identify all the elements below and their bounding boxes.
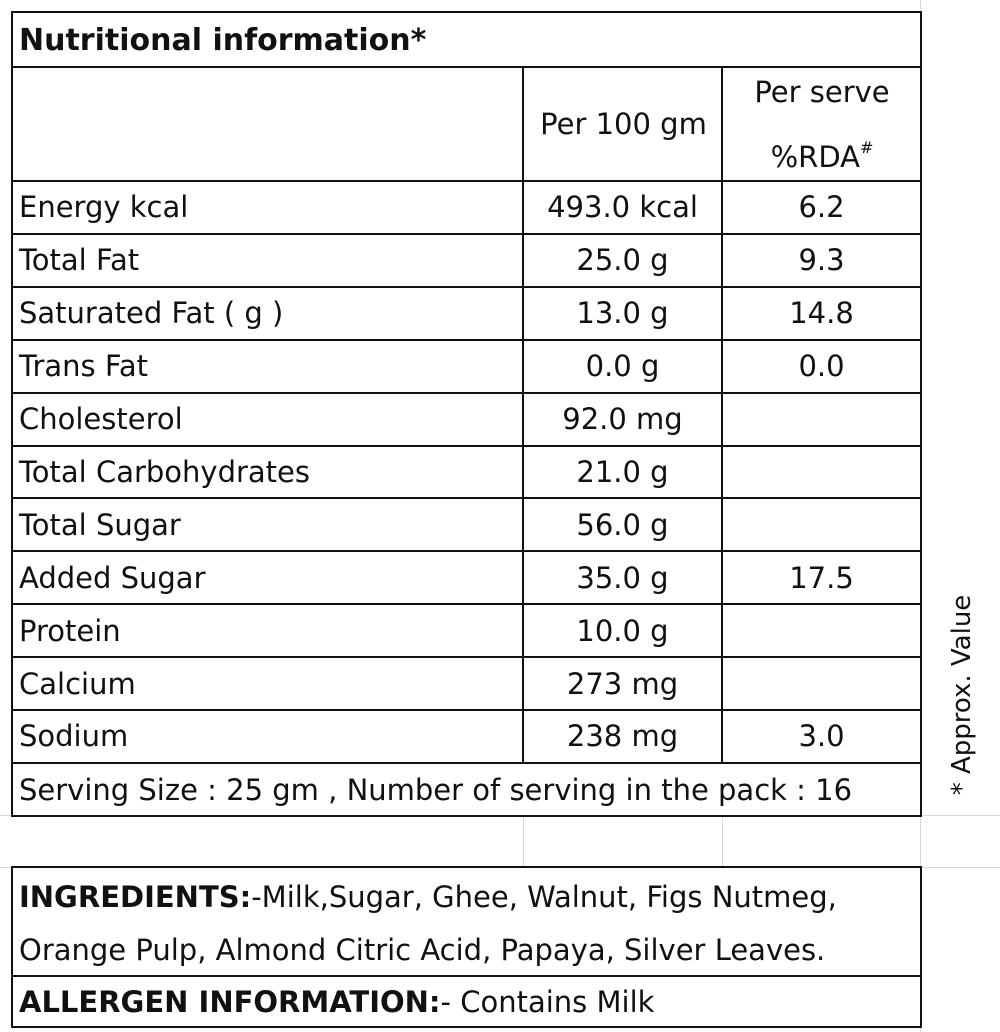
- nutrient-rda: [723, 499, 920, 550]
- nutrient-rda: [723, 447, 920, 498]
- nutrient-rda: 17.5: [789, 560, 854, 595]
- nutrient-per-100: 273 mg: [566, 666, 679, 701]
- nutrient-rda: 14.8: [789, 296, 854, 331]
- nutrient-name: Total Sugar: [19, 507, 181, 542]
- nutrient-name: Trans Fat: [19, 349, 149, 384]
- hash-mark: #: [859, 137, 874, 157]
- nutrient-name: Calcium: [19, 666, 136, 701]
- nutrient-per-100: 13.0 g: [576, 296, 669, 331]
- row-divider: [11, 656, 922, 658]
- allergen-text: - Contains Milk: [440, 985, 655, 1019]
- nutrient-rda: 6.2: [798, 190, 845, 225]
- nutrient-rda: [723, 605, 920, 656]
- header-per-100-label: Per 100 gm: [540, 107, 707, 141]
- ingredients-text-1: -Milk,Sugar, Ghee, Walnut, Figs Nutmeg,: [251, 880, 837, 914]
- ingredients-line-1: INGREDIENTS: -Milk,Sugar, Ghee, Walnut, F…: [13, 870, 919, 924]
- header-per-100: Per 100 gm: [525, 68, 722, 180]
- nutrient-per-100: 25.0 g: [576, 243, 669, 278]
- nutrient-name: Saturated Fat ( g ): [19, 296, 284, 331]
- nutrient-rda: 3.0: [798, 719, 845, 754]
- nutrient-per-100: 21.0 g: [576, 454, 669, 489]
- nutrient-per-100: 493.0 kcal: [547, 190, 698, 225]
- nutrient-per-100: 56.0 g: [576, 507, 669, 542]
- row-divider: [11, 339, 922, 341]
- nutrient-per-100: 238 mg: [566, 719, 679, 754]
- header-per-serve-line2: %RDA#: [770, 137, 874, 174]
- nutrient-per-100: 35.0 g: [576, 560, 669, 595]
- ingredients-line-2: Orange Pulp, Almond Citric Acid, Papaya,…: [19, 933, 826, 967]
- row-divider: [11, 392, 922, 394]
- nutrient-per-100: 10.0 g: [576, 613, 669, 648]
- nutrient-name: Protein: [19, 613, 121, 648]
- nutrient-name: Added Sugar: [19, 560, 206, 595]
- row-divider: [11, 550, 922, 552]
- nutrient-name: Total Fat: [19, 243, 140, 278]
- header-per-serve: Per serve %RDA#: [724, 68, 920, 180]
- nutrient-name: Energy kcal: [19, 190, 189, 225]
- table-title: Nutritional information*: [19, 22, 427, 58]
- nutrient-rda: [723, 658, 920, 709]
- header-per-serve-line1: Per serve: [754, 74, 890, 109]
- ingredients-box: [11, 866, 922, 1028]
- nutrient-rda: [723, 394, 920, 445]
- nutrient-name: Sodium: [19, 719, 129, 754]
- nutrient-rda: 9.3: [798, 243, 845, 278]
- nutrient-per-100: 0.0 g: [585, 349, 660, 384]
- allergen-line: ALLERGEN INFORMATION: - Contains Milk: [13, 977, 919, 1027]
- serving-info: Serving Size : 25 gm , Number of serving…: [19, 772, 853, 807]
- row-divider: [11, 445, 922, 447]
- ingredients-label: INGREDIENTS:: [19, 880, 252, 914]
- row-divider: [11, 233, 922, 235]
- row-divider: [11, 603, 922, 605]
- nutrient-per-100: 92.0 mg: [562, 402, 683, 437]
- nutrient-name: Total Carbohydrates: [19, 454, 311, 489]
- row-divider: [11, 286, 922, 288]
- row-divider: [11, 497, 922, 499]
- nutrient-rda: 0.0: [798, 349, 845, 384]
- allergen-label: ALLERGEN INFORMATION:: [19, 985, 441, 1019]
- approx-value-note: * Approx. Value: [947, 594, 977, 796]
- row-divider: [11, 762, 922, 764]
- row-divider: [11, 709, 922, 711]
- nutrient-name: Cholesterol: [19, 402, 183, 437]
